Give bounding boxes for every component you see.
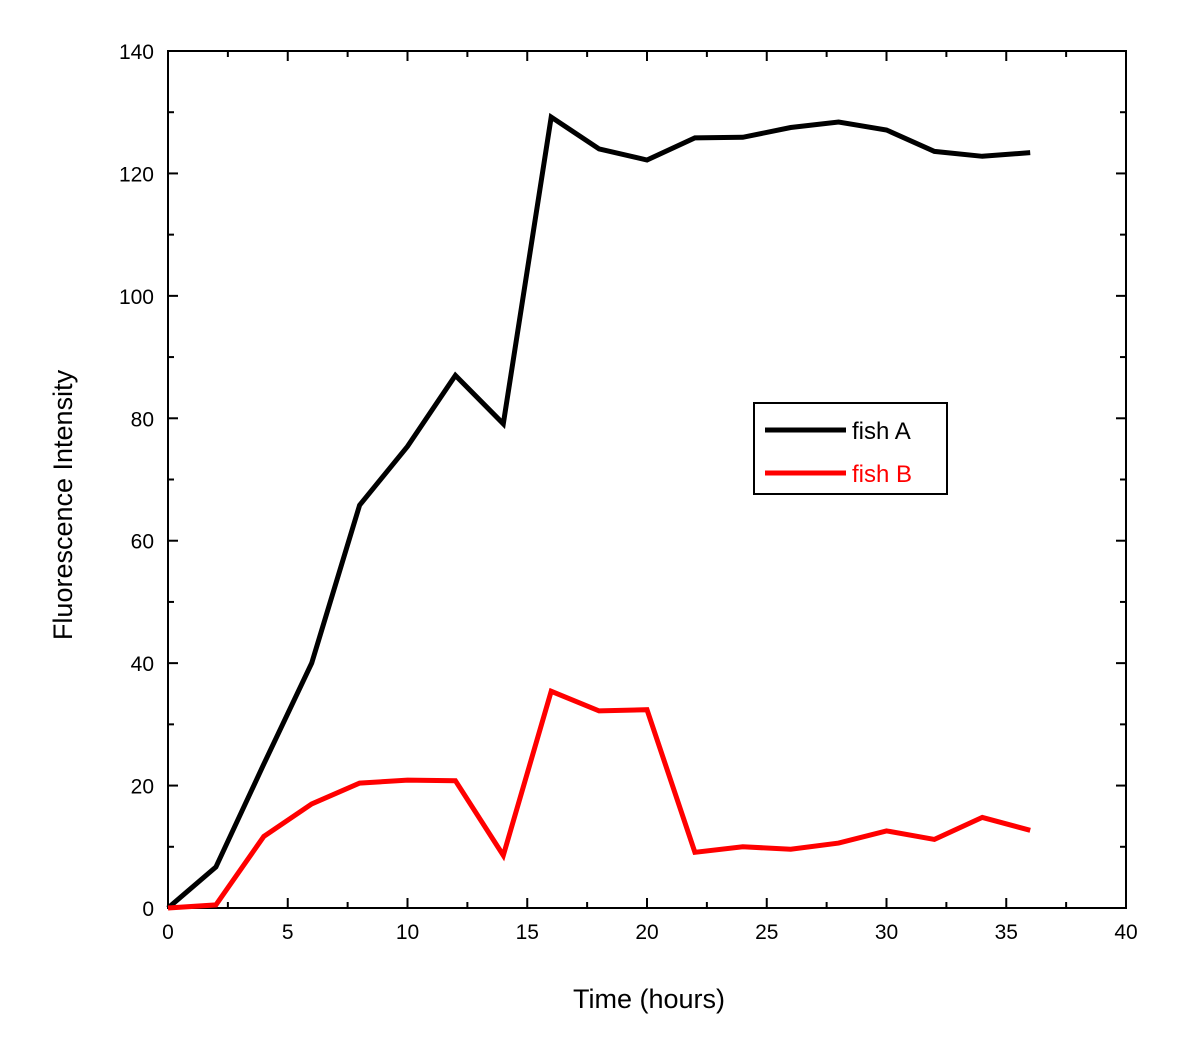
legend-label-fish-a: fish A — [852, 418, 911, 445]
y-tick-label: 140 — [119, 41, 154, 64]
y-tick-label: 20 — [131, 776, 154, 799]
series-layer — [166, 112, 1031, 911]
x-tick-label: 20 — [635, 921, 658, 944]
y-tick-label: 40 — [131, 653, 154, 676]
x-tick-label: 30 — [875, 921, 898, 944]
x-tick-label: 35 — [995, 921, 1018, 944]
axis-ticks — [167, 50, 1127, 909]
x-tick-label: 5 — [282, 921, 294, 944]
tick-labels: 0 5 10 15 20 25 30 35 40 0 20 40 60 80 100 120 140 — [119, 41, 1138, 944]
series-line-fish-a — [166, 112, 1031, 910]
series-line-fish-b — [167, 687, 1031, 911]
y-tick-label: 0 — [142, 898, 154, 921]
x-tick-label: 0 — [162, 921, 174, 944]
x-tick-label: 25 — [755, 921, 778, 944]
y-tick-label: 80 — [131, 408, 154, 431]
x-tick-label: 40 — [1114, 921, 1137, 944]
y-tick-label: 60 — [131, 531, 154, 554]
legend-box — [753, 402, 948, 495]
x-tick-label: 10 — [396, 921, 419, 944]
plot-border — [167, 50, 1127, 909]
y-axis-title: Fluorescence Intensity — [48, 369, 78, 640]
legend-label-fish-b: fish B — [852, 461, 912, 488]
y-tick-label: 100 — [119, 286, 154, 309]
y-tick-label: 120 — [119, 163, 154, 186]
x-axis-title: Time (hours) — [573, 984, 725, 1014]
legend: fish A fish B — [753, 402, 948, 495]
x-tick-label: 15 — [516, 921, 539, 944]
plot-frame — [167, 50, 1127, 909]
